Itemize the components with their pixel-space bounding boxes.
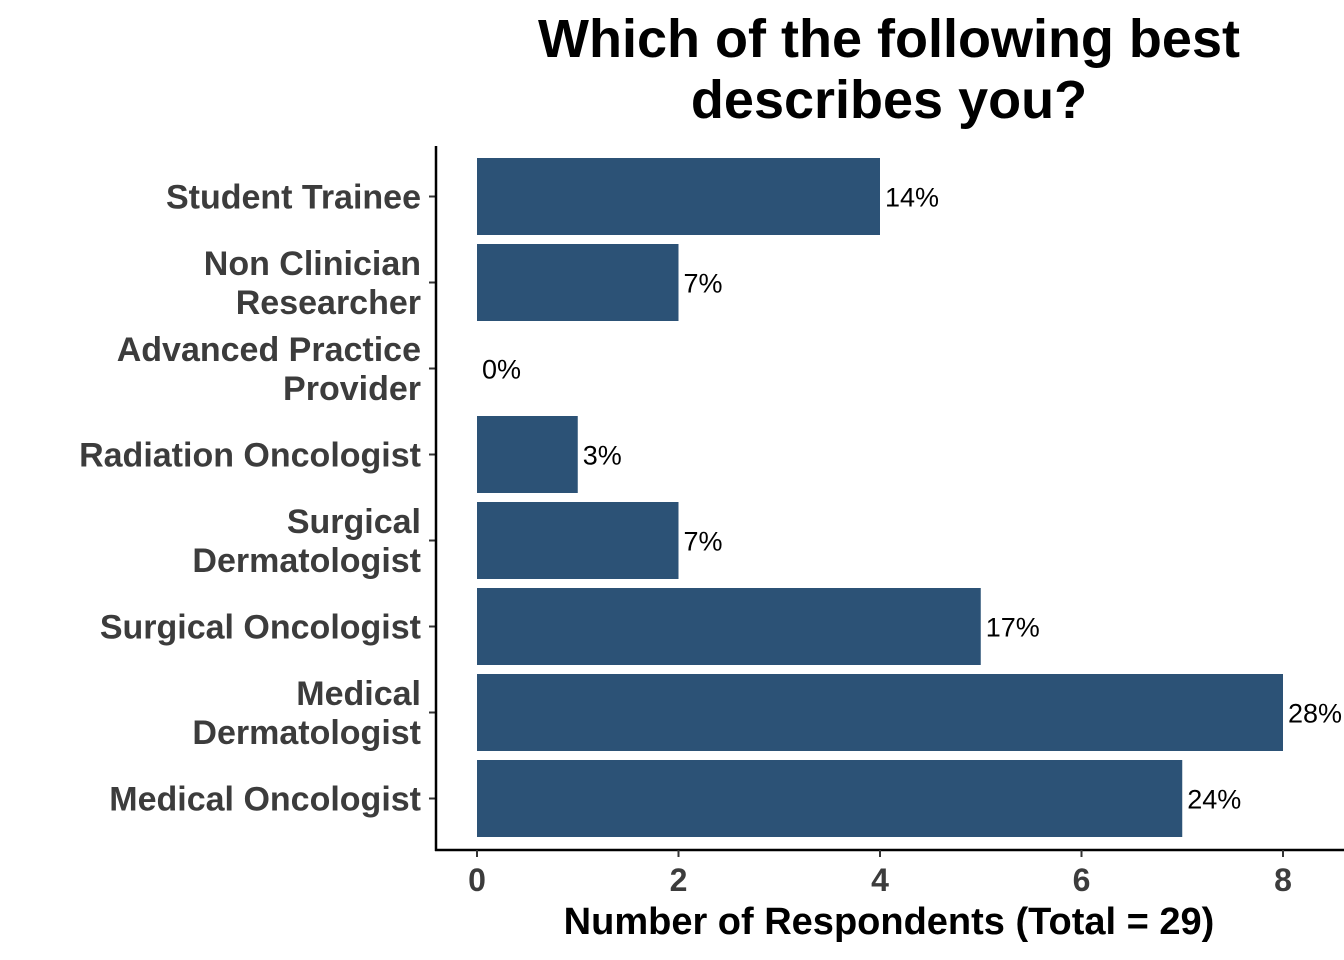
bar (477, 502, 679, 579)
category-label: Advanced Practice (117, 331, 421, 369)
category-label: Dermatologist (192, 714, 421, 752)
x-tick-label: 0 (468, 862, 486, 898)
data-labels: 14% 7% 0% 3% 7% 17% 28% 24% (482, 183, 1342, 815)
bar (477, 588, 981, 665)
category-label: Researcher (236, 284, 421, 322)
x-axis-title: Number of Respondents (Total = 29) (564, 901, 1215, 943)
bar-value-label: 28% (1288, 699, 1342, 729)
bar (477, 158, 880, 235)
category-label: Dermatologist (192, 542, 421, 580)
x-tick-label: 2 (670, 862, 688, 898)
chart-title-line: describes you? (691, 70, 1087, 130)
category-label: Medical Oncologist (109, 781, 421, 819)
bar-value-label: 0% (482, 355, 521, 385)
category-label: Radiation Oncologist (79, 437, 421, 475)
category-label: Non Clinician (204, 245, 421, 283)
x-axis: 0 2 4 6 8 Number of Respondents (Total = 29) (435, 848, 1344, 943)
category-label: Surgical (287, 503, 421, 541)
bars (477, 158, 1283, 837)
category-label: Medical (296, 675, 421, 713)
bar (477, 674, 1283, 751)
bar (477, 416, 578, 493)
chart-title-line: Which of the following best (538, 9, 1240, 69)
bar-value-label: 17% (986, 613, 1040, 643)
x-tick-label: 8 (1274, 862, 1292, 898)
bar-value-label: 7% (684, 269, 723, 299)
category-label: Provider (283, 370, 421, 408)
category-label: Student Trainee (166, 179, 421, 217)
category-label: Surgical Oncologist (100, 609, 421, 647)
bar (477, 244, 679, 321)
bar-value-label: 24% (1187, 785, 1241, 815)
x-tick-label: 6 (1073, 862, 1091, 898)
x-tick-label: 4 (871, 862, 889, 898)
bar (477, 760, 1183, 837)
bar-value-label: 7% (684, 527, 723, 557)
bar-value-label: 3% (583, 441, 622, 471)
bar-value-label: 14% (885, 183, 939, 213)
